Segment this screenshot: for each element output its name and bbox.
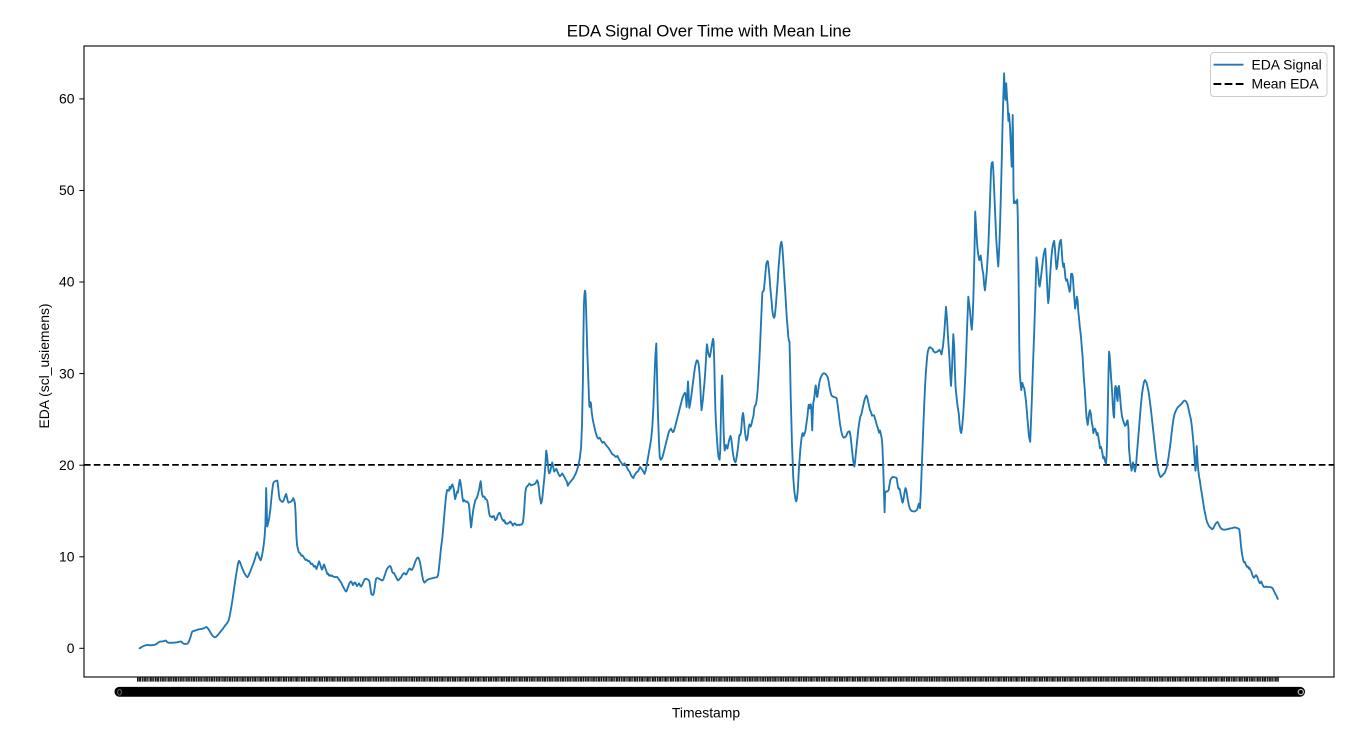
svg-text:EDA (scl_usiemens): EDA (scl_usiemens) — [36, 303, 52, 428]
svg-text:Mean EDA: Mean EDA — [1252, 76, 1320, 92]
svg-text:EDA Signal Over Time with Mean: EDA Signal Over Time with Mean Line — [567, 22, 851, 41]
svg-text:10: 10 — [59, 549, 75, 565]
svg-text:0: 0 — [67, 640, 75, 656]
svg-text:0: 0 — [117, 688, 122, 698]
svg-text:EDA Signal: EDA Signal — [1252, 56, 1322, 72]
svg-text:30: 30 — [59, 365, 75, 381]
svg-text:50: 50 — [59, 182, 75, 198]
svg-text:40: 40 — [59, 274, 75, 290]
svg-text:60: 60 — [59, 91, 75, 107]
svg-text:20: 20 — [59, 457, 75, 473]
svg-text:Timestamp: Timestamp — [672, 705, 740, 721]
